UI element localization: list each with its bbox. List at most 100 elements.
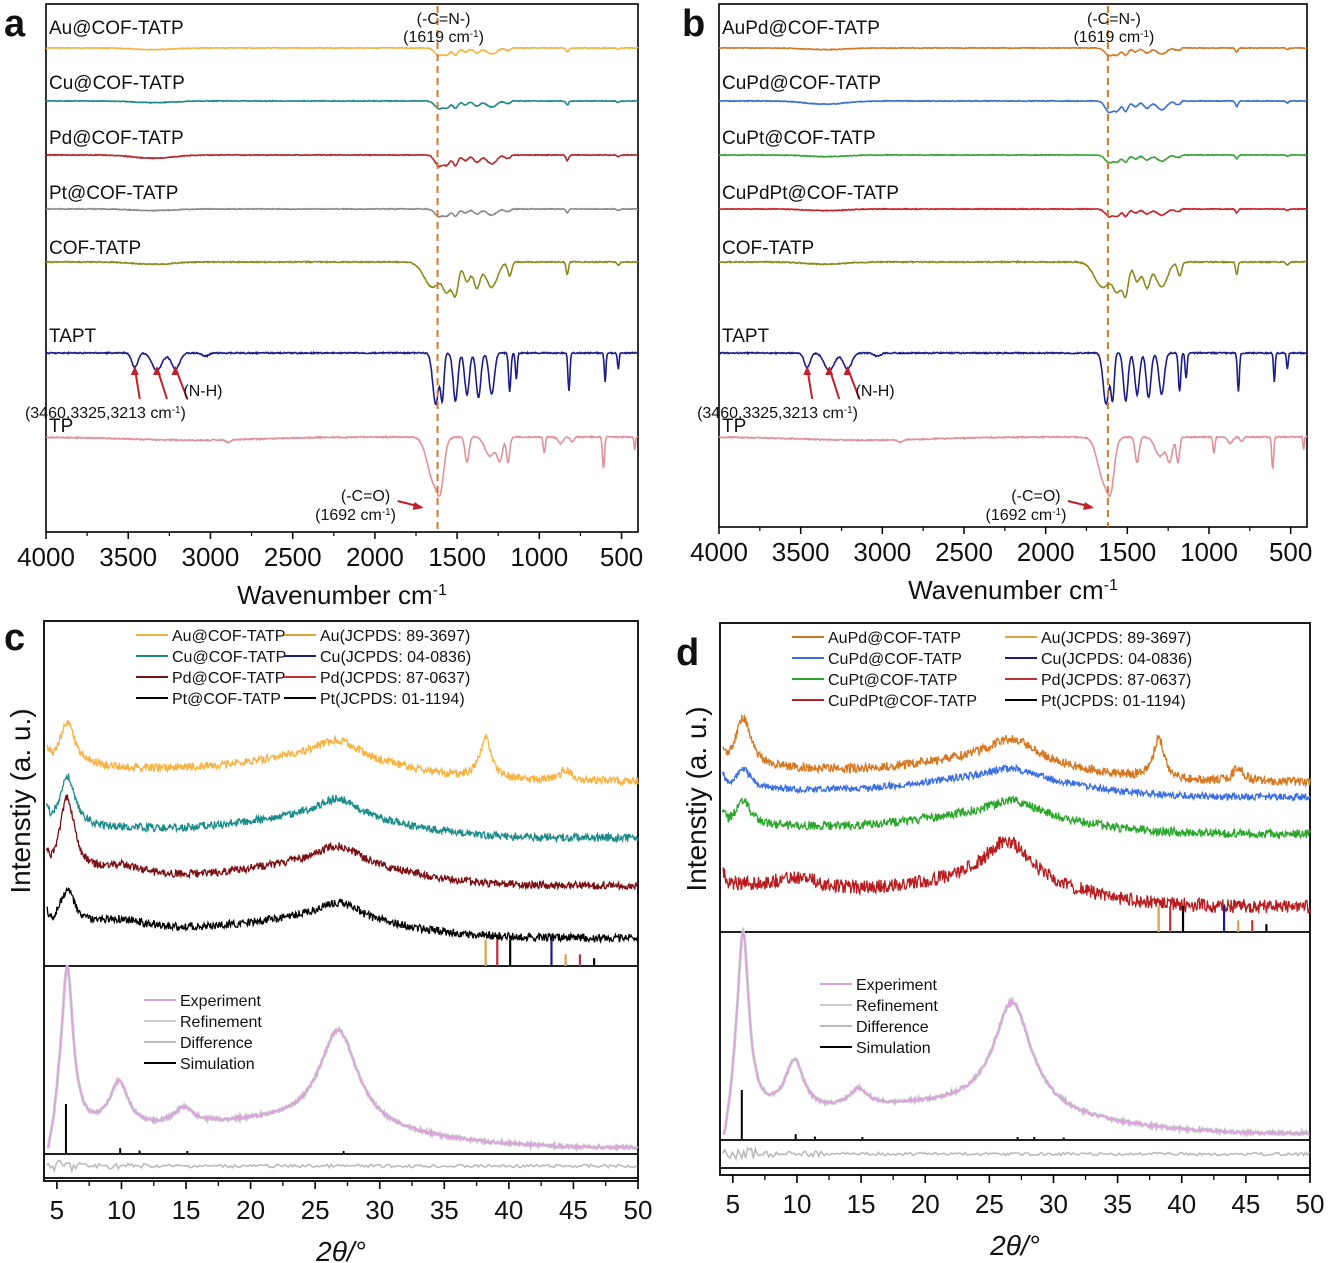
y-axis-label: Intenstiy (a. u.) bbox=[681, 706, 712, 891]
x-tick-label: 1000 bbox=[1180, 537, 1238, 567]
series-line bbox=[45, 773, 639, 844]
co-wavenumber-label: (1692 cm-1) bbox=[315, 507, 396, 525]
x-tick-label: 40 bbox=[1167, 1189, 1196, 1219]
difference-line bbox=[46, 1159, 638, 1174]
x-tick-label: 2500 bbox=[935, 537, 993, 567]
series-label: COF-TATP bbox=[49, 238, 141, 259]
series-line bbox=[718, 99, 1308, 114]
x-axis-label: Wavenumber cm-1 bbox=[237, 580, 447, 610]
difference-line bbox=[721, 1146, 1311, 1162]
series-line bbox=[45, 260, 639, 299]
arrow-head-icon bbox=[843, 366, 852, 375]
x-tick-label: 3500 bbox=[99, 542, 157, 572]
xrd-panel-c: 5 10 15 20 25 30 35 40 45 50 2θ/° Intenstiy (a. u.)… bbox=[5, 620, 652, 1263]
series-label: TAPT bbox=[722, 326, 770, 347]
panel-label-b: b bbox=[682, 3, 705, 45]
legend-label: Pd(JCPDS: 87-0637) bbox=[320, 670, 470, 687]
legend-label: Pd(JCPDS: 87-0637) bbox=[1041, 672, 1191, 689]
arrow-head-icon bbox=[412, 502, 424, 510]
x-tick-label: 3000 bbox=[182, 542, 240, 572]
series-line bbox=[718, 434, 1308, 498]
experiment-line bbox=[723, 928, 1310, 1136]
x-tick-label: 20 bbox=[911, 1189, 940, 1219]
series-label: COF-TATP bbox=[722, 238, 814, 259]
panel-label-c: c bbox=[4, 617, 25, 659]
series-line bbox=[721, 794, 1311, 840]
x-tick-label: 1000 bbox=[510, 542, 568, 572]
series-label: TP bbox=[722, 416, 746, 437]
series-line bbox=[45, 434, 639, 497]
experiment-line bbox=[47, 965, 638, 1151]
legend-label: Refinement bbox=[180, 1014, 262, 1031]
series-line bbox=[46, 719, 639, 787]
plot-frame bbox=[45, 3, 639, 533]
series-line bbox=[45, 794, 639, 891]
x-tick-label: 35 bbox=[1103, 1189, 1132, 1219]
co-wavenumber-label: (1692 cm-1) bbox=[986, 507, 1067, 525]
series-label: Au@COF-TATP bbox=[49, 18, 184, 39]
x-tick-label: 50 bbox=[1296, 1189, 1325, 1219]
arrow-head-icon bbox=[825, 366, 834, 375]
arrow-head-icon bbox=[803, 366, 812, 375]
arrow-head-icon bbox=[130, 366, 139, 375]
series-label: Pt@COF-TATP bbox=[49, 183, 178, 204]
x-tick-label: 20 bbox=[236, 1195, 265, 1225]
x-tick-label: 500 bbox=[600, 542, 643, 572]
legend-label: CuPt@COF-TATP bbox=[828, 672, 957, 689]
x-tick-label: 45 bbox=[559, 1195, 588, 1225]
plot-frame bbox=[719, 622, 1311, 1176]
series-line bbox=[718, 260, 1307, 299]
series-label: CuPt@COF-TATP bbox=[722, 128, 876, 149]
series-line bbox=[45, 99, 639, 110]
reference-wavenumber-label: (1619 cm-1) bbox=[1073, 29, 1154, 47]
series-line bbox=[46, 886, 639, 945]
panel-label-d: d bbox=[676, 632, 699, 674]
x-tick-label: 25 bbox=[301, 1195, 330, 1225]
legend-label: AuPd@COF-TATP bbox=[828, 630, 961, 647]
x-axis-label: 2θ/° bbox=[989, 1230, 1040, 1261]
series-label: Cu@COF-TATP bbox=[49, 73, 185, 94]
series-line bbox=[721, 763, 1311, 803]
series-label: TP bbox=[49, 416, 73, 437]
legend-label: Difference bbox=[856, 1019, 929, 1036]
legend-label: Pt(JCPDS: 01-1194) bbox=[320, 691, 465, 708]
x-tick-label: 2000 bbox=[346, 542, 404, 572]
x-tick-label: 4000 bbox=[690, 537, 748, 567]
x-tick-label: 3500 bbox=[772, 537, 830, 567]
x-tick-label: 2500 bbox=[264, 542, 322, 572]
x-tick-label: 15 bbox=[847, 1189, 876, 1219]
arrow-head-icon bbox=[153, 366, 161, 375]
xrd-panel-d: 5 10 15 20 25 30 35 40 45 50 2θ/° Intenstiy (a. u.)… bbox=[681, 622, 1325, 1261]
x-tick-label: 25 bbox=[975, 1189, 1004, 1219]
legend-label: Au@COF-TATP bbox=[172, 628, 285, 645]
x-tick-label: 3000 bbox=[853, 537, 911, 567]
y-axis-label: Intenstiy (a. u.) bbox=[5, 708, 36, 893]
legend-label: Difference bbox=[180, 1035, 253, 1052]
legend-label: Simulation bbox=[856, 1040, 931, 1057]
nh-label: (N-H) bbox=[183, 383, 222, 400]
series-label: CuPd@COF-TATP bbox=[722, 73, 881, 94]
series-line bbox=[45, 153, 638, 168]
nh-wavenumbers-label: (3460,3325,3213 cm-1) bbox=[697, 405, 858, 423]
x-tick-label: 30 bbox=[1039, 1189, 1068, 1219]
x-tick-label: 10 bbox=[107, 1195, 136, 1225]
x-tick-label: 1500 bbox=[428, 542, 486, 572]
series-line bbox=[722, 836, 1311, 914]
ftir-panel-b: 4000 3500 3000 2500 2000 1500 1000 500 Wavenumbe… bbox=[690, 3, 1312, 605]
reference-wavenumber-label: (1619 cm-1) bbox=[403, 29, 484, 47]
x-tick-label: 15 bbox=[172, 1195, 201, 1225]
co-label: (-C=O) bbox=[1011, 488, 1060, 505]
legend-label: Au(JCPDS: 89-3697) bbox=[320, 628, 470, 645]
x-axis-label: Wavenumber cm-1 bbox=[908, 575, 1118, 605]
series-label: Pd@COF-TATP bbox=[49, 128, 184, 149]
legend-label: CuPdPt@COF-TATP bbox=[828, 693, 977, 710]
legend-label: Experiment bbox=[856, 977, 937, 994]
x-tick-label: 5 bbox=[726, 1189, 740, 1219]
x-tick-label: 2000 bbox=[1017, 537, 1075, 567]
series-label: TAPT bbox=[49, 326, 97, 347]
arrow-head-icon bbox=[171, 366, 180, 375]
series-line bbox=[46, 46, 639, 57]
x-axis-label: 2θ/° bbox=[315, 1236, 366, 1263]
series-label: AuPd@COF-TATP bbox=[722, 18, 880, 39]
